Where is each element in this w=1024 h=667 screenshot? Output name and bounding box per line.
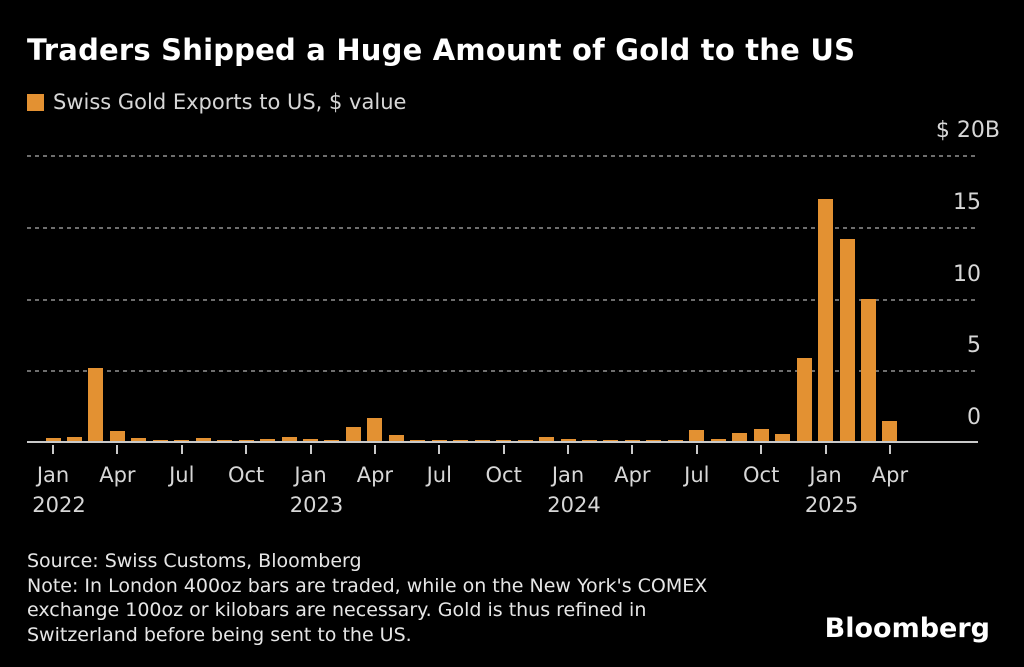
x-axis-month-label: Oct [227, 463, 265, 487]
plot-area [27, 155, 978, 443]
bar-jan-2022 [45, 438, 61, 441]
note-line-1: Note: In London 400oz bars are traded, w… [27, 574, 708, 597]
x-axis: Jan 2022 Apr Jul Oct Jan 2023 Apr Jul Oct Jan 2024 A… [27, 445, 978, 535]
bar-oct-2024 [753, 428, 769, 441]
x-axis-month-label: Apr [614, 463, 651, 487]
bar-may-2023 [388, 434, 404, 441]
bar-jan-2023 [303, 438, 319, 441]
note-line-3: Switzerland before being sent to the US. [27, 623, 412, 646]
legend: Swiss Gold Exports to US, $ value [27, 90, 406, 114]
x-axis-month-label: Jan [36, 463, 70, 487]
bloomberg-logo: Bloomberg [824, 613, 990, 644]
x-tick-mark [245, 445, 248, 454]
x-tick-mark [695, 445, 698, 454]
x-tick-mark [116, 445, 119, 454]
x-axis-year-label: 2024 [547, 493, 601, 517]
bar-jul-2023 [431, 440, 447, 441]
footer: Source: Swiss Customs, Bloomberg Note: I… [27, 549, 707, 647]
bar-apr-2024 [624, 439, 640, 441]
x-tick-mark [180, 445, 183, 454]
bar-apr-2025 [882, 420, 898, 441]
gridline-20 [27, 155, 978, 157]
x-tick-mark [567, 445, 570, 454]
x-tick-mark [373, 445, 376, 454]
bar-apr-2023 [367, 418, 383, 441]
x-axis-month-label: Jan [809, 463, 842, 487]
bar-jun-2023 [410, 440, 426, 441]
x-axis-year-label: 2022 [32, 493, 86, 517]
bar-aug-2024 [710, 438, 726, 441]
gridline-10 [27, 298, 978, 301]
x-axis-month-label: Apr [99, 463, 136, 487]
bar-mar-2023 [345, 426, 361, 441]
bar-mar-2025 [860, 298, 876, 441]
bar-feb-2024 [582, 440, 597, 441]
bar-jan-2024 [560, 438, 576, 441]
x-axis-month-label: Oct [743, 463, 780, 487]
x-tick-mark [502, 445, 505, 454]
x-axis-month-label: Jan [294, 463, 327, 487]
x-tick-mark [888, 445, 891, 454]
gridline-15 [27, 226, 978, 229]
y-axis-label-15: 15 [953, 189, 981, 215]
gridline-5 [27, 370, 978, 373]
x-axis-month-label: Jan [551, 463, 585, 487]
bar-apr-2022 [109, 430, 125, 441]
y-axis-label-10: 10 [953, 261, 981, 287]
bar-oct-2022 [238, 439, 254, 441]
y-axis-label-0: 0 [967, 405, 981, 430]
bars-layer [27, 156, 978, 441]
bar-nov-2023 [517, 439, 533, 441]
bar-jun-2022 [152, 440, 168, 441]
x-tick-mark [52, 445, 54, 454]
x-tick-mark [631, 445, 634, 454]
legend-label: Swiss Gold Exports to US, $ value [53, 90, 407, 114]
bar-mar-2024 [603, 440, 619, 441]
bar-jul-2022 [174, 439, 190, 441]
x-axis-month-label: Oct [485, 463, 522, 487]
bar-dec-2023 [539, 436, 555, 441]
bar-aug-2023 [453, 440, 469, 441]
bar-jul-2024 [689, 430, 705, 441]
chart-title: Traders Shipped a Huge Amount of Gold to… [27, 33, 856, 67]
bar-jan-2025 [818, 198, 834, 441]
bar-aug-2022 [195, 438, 211, 441]
x-axis-year-label: 2023 [289, 493, 344, 517]
bar-sep-2023 [474, 440, 490, 441]
legend-swatch-icon [27, 93, 44, 111]
bar-oct-2023 [496, 440, 512, 441]
x-tick-mark [309, 445, 312, 454]
y-axis-label-20: $ 20B [935, 118, 1000, 143]
bar-nov-2022 [260, 438, 276, 441]
bar-feb-2023 [324, 439, 340, 441]
bar-sep-2024 [732, 433, 748, 441]
x-axis-month-label: Apr [356, 463, 394, 487]
bar-sep-2022 [217, 439, 233, 441]
bar-may-2022 [131, 438, 147, 441]
x-axis-month-label: Jul [684, 463, 710, 487]
x-axis-month-label: Jul [169, 463, 195, 487]
bar-may-2024 [646, 440, 662, 441]
x-axis-year-label: 2025 [804, 493, 859, 517]
source-line: Source: Swiss Customs, Bloomberg [27, 550, 362, 572]
bar-feb-2022 [66, 437, 82, 441]
bar-feb-2025 [839, 238, 855, 441]
bar-nov-2024 [775, 433, 791, 441]
bar-jun-2024 [667, 440, 683, 441]
x-tick-mark [760, 445, 763, 454]
x-axis-month-label: Apr [871, 463, 909, 487]
bar-dec-2022 [281, 437, 297, 441]
x-tick-mark [438, 445, 441, 454]
bar-mar-2022 [88, 367, 104, 441]
x-tick-mark [824, 445, 827, 454]
bar-dec-2024 [796, 357, 812, 441]
note-line-2: exchange 100oz or kilobars are necessary… [27, 599, 647, 621]
x-axis-month-label: Jul [426, 463, 452, 487]
y-axis-label-5: 5 [967, 333, 981, 359]
